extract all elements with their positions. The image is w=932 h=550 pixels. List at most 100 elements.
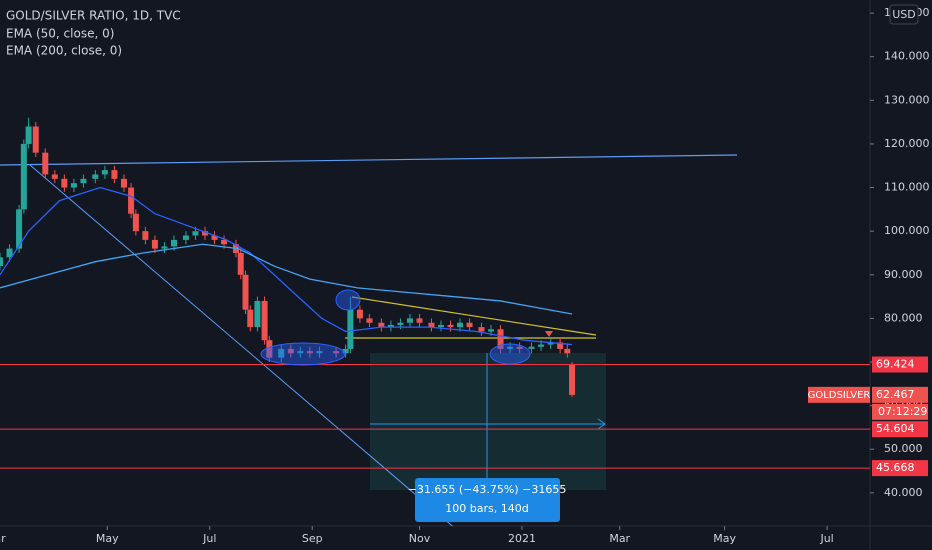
candle-body bbox=[316, 351, 323, 354]
candle-body bbox=[297, 351, 304, 354]
price-label-bg bbox=[872, 460, 928, 477]
candle-body bbox=[528, 346, 535, 349]
candle-body bbox=[387, 324, 394, 328]
candle-body bbox=[142, 231, 149, 240]
candle-body bbox=[20, 143, 27, 210]
candle-body bbox=[61, 178, 68, 188]
trendline bbox=[29, 164, 454, 526]
candle-body bbox=[182, 235, 189, 240]
y-tick-label: 110.000 bbox=[884, 181, 930, 194]
currency-button[interactable] bbox=[889, 4, 919, 25]
x-tick-label: 2021 bbox=[508, 532, 536, 545]
drawings: −31.655 (−43.75%) −31655 100 bars, 140d bbox=[260, 289, 567, 522]
candle-body bbox=[356, 309, 363, 319]
trendline bbox=[351, 296, 597, 336]
ellipse bbox=[489, 343, 531, 365]
symbol-label: GOLDSILVER bbox=[808, 390, 871, 401]
candle-body bbox=[437, 324, 444, 328]
marker bbox=[545, 331, 553, 337]
candle-body bbox=[457, 322, 464, 328]
ellipse bbox=[335, 289, 361, 311]
trendline bbox=[0, 154, 738, 166]
symbol-label-bg bbox=[808, 386, 870, 403]
candle-body bbox=[16, 209, 23, 249]
candle-body bbox=[406, 318, 413, 323]
x-tick-label: Sep bbox=[302, 532, 323, 545]
candle-body bbox=[0, 257, 3, 267]
candle-body bbox=[397, 322, 404, 325]
candle-body bbox=[306, 351, 313, 354]
ema-line bbox=[0, 243, 573, 315]
candle-body bbox=[111, 170, 118, 179]
x-tick-label: May bbox=[96, 532, 119, 545]
measure-arrow bbox=[597, 418, 606, 430]
measure-range: 100 bars, 140d bbox=[445, 502, 528, 515]
candle-body bbox=[242, 274, 249, 310]
candle-body bbox=[447, 324, 454, 328]
last-price-bg bbox=[872, 386, 928, 403]
candle-body bbox=[466, 322, 473, 328]
x-tick-label: Nov bbox=[409, 532, 431, 545]
indicator-name: EMA (200, close, 0) bbox=[6, 44, 122, 58]
candle-body bbox=[547, 342, 554, 345]
candle-body bbox=[488, 329, 495, 332]
candle-body bbox=[80, 178, 87, 184]
candle-body bbox=[171, 239, 177, 247]
candle-body bbox=[342, 348, 349, 354]
countdown: 07:12:29 bbox=[878, 405, 927, 418]
price-label: 45.668 bbox=[876, 461, 915, 474]
candle-body bbox=[416, 318, 423, 323]
candle-body bbox=[497, 329, 504, 349]
candle-body bbox=[132, 213, 139, 232]
candle-body bbox=[557, 342, 564, 349]
y-tick-label: 140.000 bbox=[884, 50, 930, 63]
candle-body bbox=[6, 248, 13, 258]
price-label: 54.604 bbox=[876, 422, 915, 435]
candle-body bbox=[247, 309, 254, 328]
candle-body bbox=[237, 252, 244, 275]
candle-body bbox=[478, 327, 485, 332]
x-tick-label: Mar bbox=[609, 532, 630, 545]
candle-body bbox=[70, 183, 77, 188]
measure-area bbox=[370, 353, 606, 490]
x-tick-label: Mar bbox=[0, 532, 6, 545]
candle-body bbox=[151, 239, 158, 249]
candle-body bbox=[538, 344, 545, 347]
currency-label[interactable]: USD bbox=[892, 8, 916, 21]
ellipse bbox=[260, 342, 346, 366]
candle-body bbox=[366, 318, 373, 323]
candle-body bbox=[120, 178, 127, 188]
candle-body bbox=[51, 174, 58, 179]
candle-body bbox=[569, 364, 576, 395]
ema-line bbox=[0, 186, 573, 346]
price-label-bg bbox=[872, 356, 928, 373]
indicator-name: EMA (50, close, 0) bbox=[6, 27, 114, 41]
candle-body bbox=[42, 152, 49, 175]
x-tick-label: Jul bbox=[202, 532, 216, 545]
plot-area bbox=[0, 117, 738, 526]
candle-body bbox=[516, 346, 523, 349]
candle-body bbox=[128, 187, 135, 214]
measure-text: −31.655 (−43.75%) −31655 bbox=[408, 483, 567, 496]
candle-body bbox=[101, 170, 108, 175]
y-tick-label: 50.000 bbox=[884, 442, 923, 455]
y-tick-label: 90.000 bbox=[884, 268, 923, 281]
x-tick-label: Jul bbox=[819, 532, 833, 545]
candle-body bbox=[564, 348, 571, 354]
candle-body bbox=[25, 126, 32, 144]
y-tick-label: 100.000 bbox=[884, 224, 930, 237]
candle-body bbox=[507, 346, 514, 349]
last-price: 62.467 bbox=[876, 388, 915, 401]
candle-body bbox=[261, 300, 268, 341]
y-tick-label: 80.000 bbox=[884, 311, 923, 324]
candle-body bbox=[347, 309, 354, 349]
candle-body bbox=[192, 231, 199, 236]
y-tick-label: 120.000 bbox=[884, 137, 930, 150]
chart-title: GOLD/SILVER RATIO, 1D, TVC bbox=[6, 9, 181, 23]
candle-body bbox=[201, 231, 208, 236]
candle-body bbox=[221, 239, 228, 245]
measure-tooltip bbox=[415, 478, 560, 522]
candle-body bbox=[161, 246, 168, 249]
